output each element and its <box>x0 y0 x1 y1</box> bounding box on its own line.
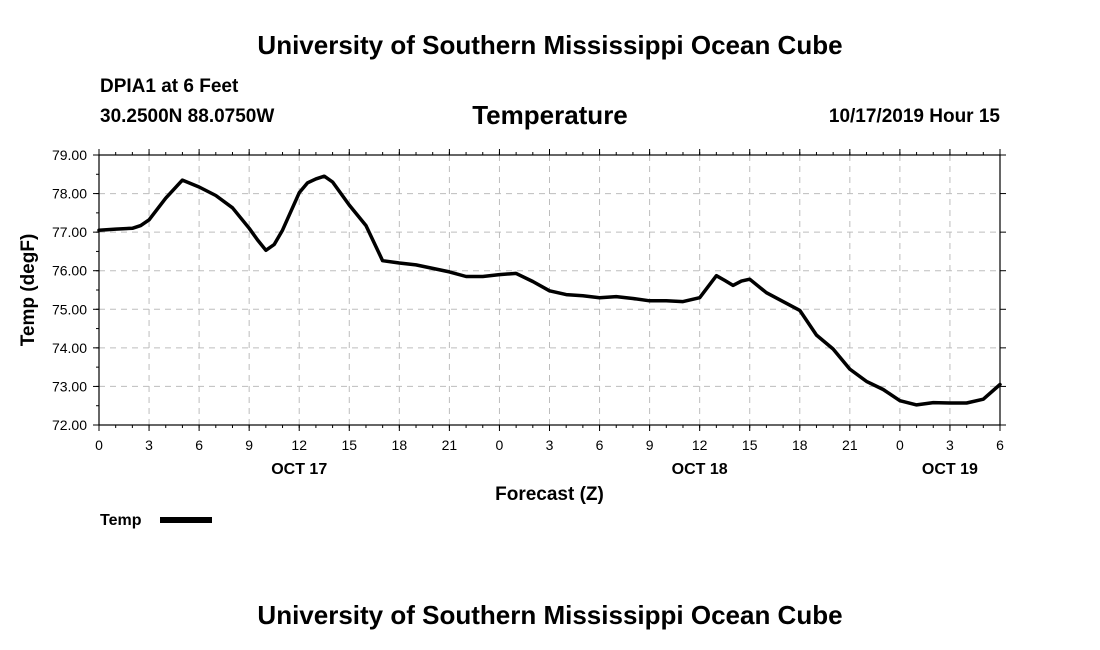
legend: Temp <box>100 512 212 529</box>
x-tick-label: 6 <box>596 437 604 453</box>
series-line-temp <box>97 174 1002 407</box>
day-label: OCT 17 <box>271 461 327 478</box>
x-tick-label: 3 <box>546 437 554 453</box>
y-tick-label: 77.00 <box>52 224 87 240</box>
x-tick-label: 6 <box>996 437 1004 453</box>
x-tick-label: 15 <box>341 437 357 453</box>
y-axis-label: Temp (degF) <box>18 234 39 347</box>
day-label: OCT 19 <box>922 461 978 478</box>
x-tick-label: 9 <box>245 437 253 453</box>
y-tick-label: 78.00 <box>52 186 87 202</box>
day-labels: OCT 17 OCT 18 OCT 19 <box>271 461 978 478</box>
x-tick-label: 0 <box>896 437 904 453</box>
x-tick-label: 3 <box>145 437 153 453</box>
x-tick-label: 21 <box>842 437 858 453</box>
x-tick-label: 0 <box>95 437 103 453</box>
page-title: University of Southern Mississippi Ocean… <box>257 30 843 60</box>
x-tick-label: 21 <box>442 437 458 453</box>
x-axis-label: Forecast (Z) <box>495 484 604 505</box>
x-tick-label: 12 <box>291 437 307 453</box>
station-coordinates: 30.2500N 88.0750W <box>100 106 275 127</box>
x-tick-label: 18 <box>792 437 808 453</box>
y-tick-label: 73.00 <box>52 378 87 394</box>
x-tick-label: 0 <box>496 437 504 453</box>
x-tick-label: 12 <box>692 437 708 453</box>
x-tick-label: 3 <box>946 437 954 453</box>
y-tick-label: 72.00 <box>52 417 87 433</box>
forecast-timestamp: 10/17/2019 Hour 15 <box>828 106 1000 127</box>
axis-ticks <box>93 149 1006 431</box>
y-tick-label: 74.00 <box>52 340 87 356</box>
day-label: OCT 18 <box>672 461 728 478</box>
y-tick-labels: 72.00 73.00 74.00 75.00 76.00 77.00 78.00 79.00 <box>52 147 87 433</box>
station-label: DPIA1 at 6 Feet <box>100 76 239 97</box>
y-tick-label: 75.00 <box>52 301 87 317</box>
footer-title: University of Southern Mississippi Ocean… <box>257 600 843 630</box>
legend-label: Temp <box>100 512 142 529</box>
x-tick-label: 18 <box>392 437 408 453</box>
y-tick-label: 76.00 <box>52 263 87 279</box>
y-tick-label: 79.00 <box>52 147 87 163</box>
grid <box>99 155 1000 425</box>
x-tick-labels: 0 3 6 9 12 15 18 21 0 3 6 9 12 15 18 21 0 3 6 <box>95 437 1004 453</box>
x-tick-label: 9 <box>646 437 654 453</box>
chart-title: Temperature <box>472 100 628 130</box>
x-tick-label: 15 <box>742 437 758 453</box>
x-tick-label: 6 <box>195 437 203 453</box>
